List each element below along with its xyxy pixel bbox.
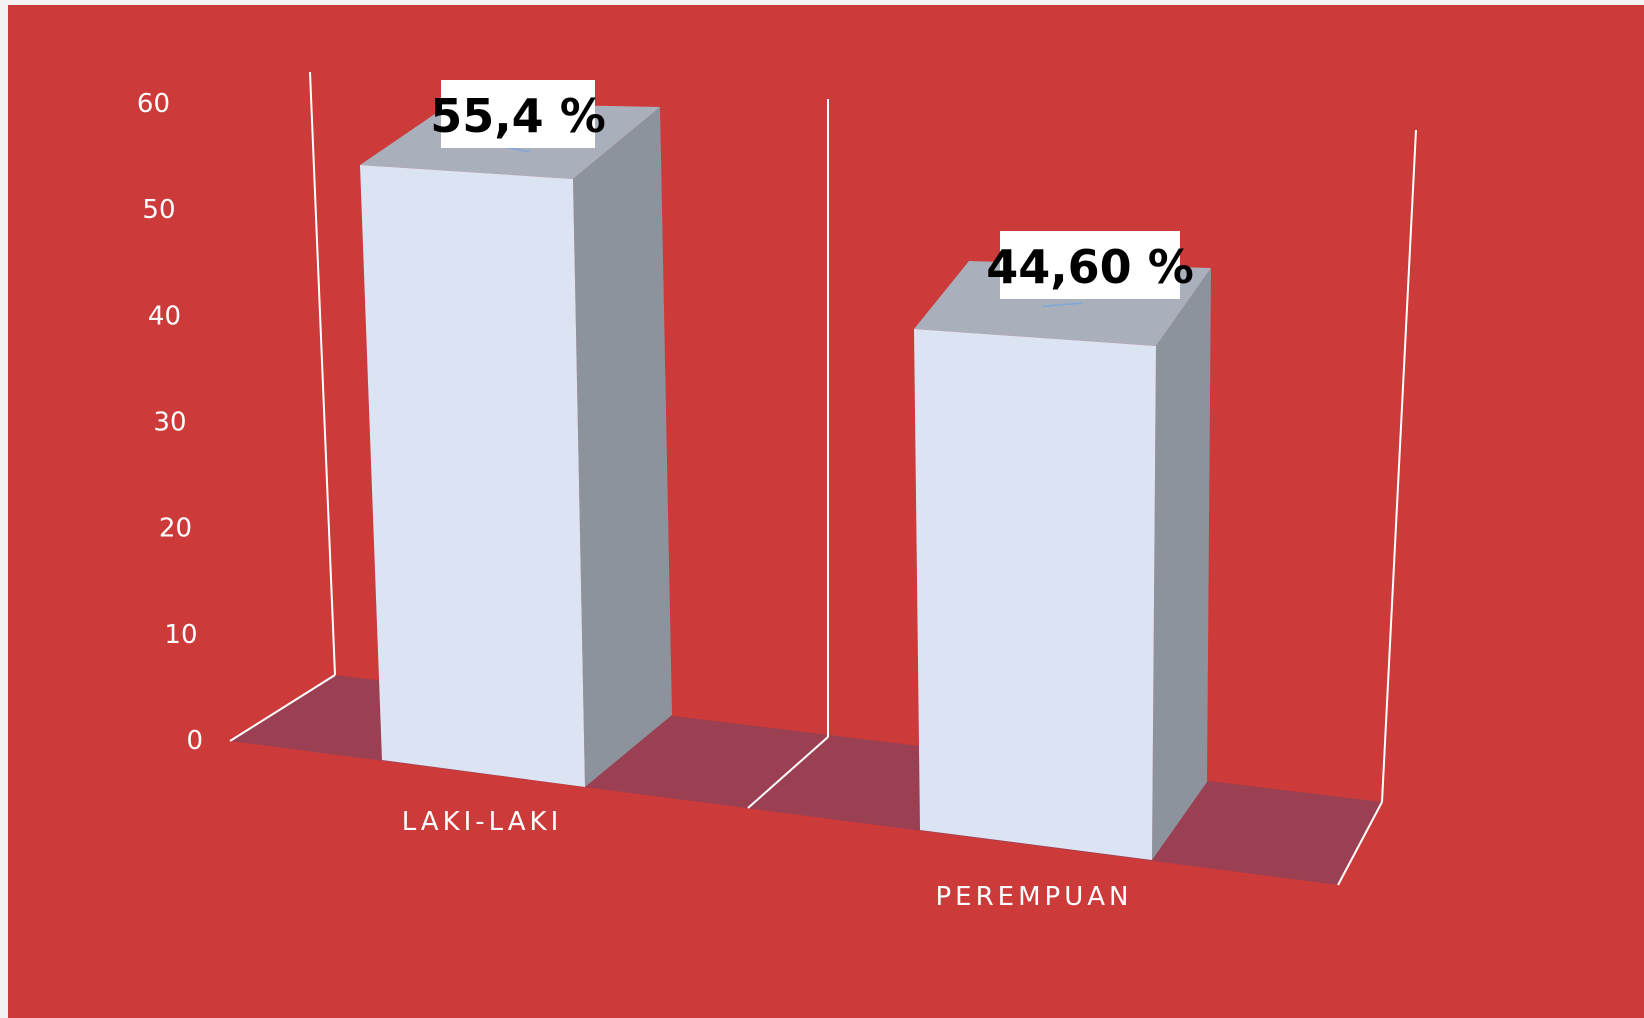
back-wall-line-left bbox=[309, 71, 336, 676]
y-tick-label: 50 bbox=[142, 195, 175, 225]
bar-side-1 bbox=[1152, 268, 1211, 860]
y-tick-label: 60 bbox=[137, 89, 170, 119]
y-tick-label: 20 bbox=[159, 514, 192, 544]
back-wall-line-right bbox=[1381, 129, 1417, 803]
x-category-label: PEREMPUAN bbox=[936, 882, 1133, 912]
data-label: 55,4 % bbox=[430, 89, 606, 143]
floor-edge-middle bbox=[747, 736, 829, 809]
y-tick-label: 10 bbox=[164, 620, 197, 650]
y-tick-label: 0 bbox=[186, 726, 203, 756]
y-tick-label: 30 bbox=[153, 408, 186, 438]
bar-1 bbox=[914, 329, 1156, 860]
data-label: 44,60 % bbox=[986, 240, 1194, 294]
data-label-box bbox=[441, 80, 595, 148]
bar-0 bbox=[360, 165, 585, 787]
bar-side-0 bbox=[573, 107, 672, 787]
floor-edge-right bbox=[1337, 801, 1383, 886]
data-label-leader bbox=[1042, 302, 1083, 308]
x-category-label: LAKI-LAKI bbox=[402, 807, 563, 837]
y-tick-label: 40 bbox=[148, 301, 181, 331]
chart-background bbox=[8, 5, 1644, 1018]
data-label-box bbox=[1000, 231, 1180, 299]
floor-edge-left bbox=[229, 674, 336, 742]
